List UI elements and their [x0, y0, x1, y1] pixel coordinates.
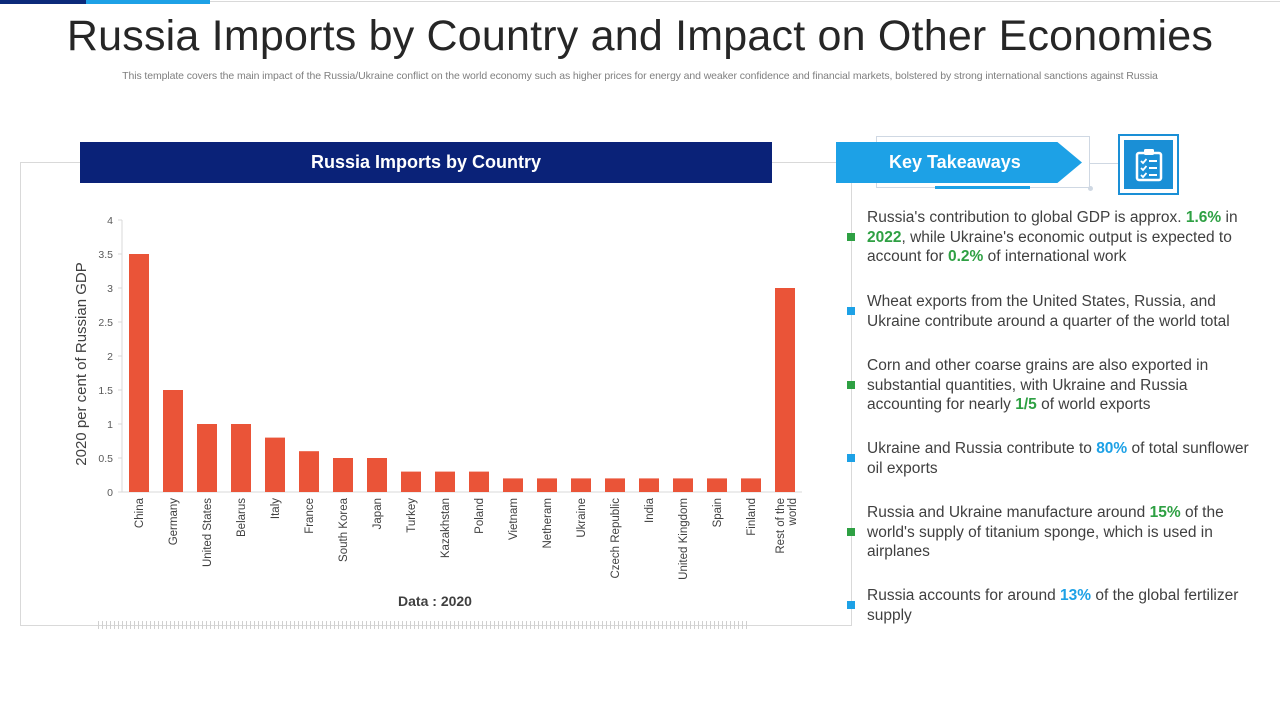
- takeaway-text-part: , while Ukraine's economic output is exp…: [867, 228, 1232, 266]
- bar-rest-of-the-world: [775, 288, 795, 492]
- bar-netheram: [537, 478, 557, 492]
- x-tick-label: Vietnam: [508, 498, 520, 540]
- bar-poland: [469, 471, 489, 492]
- page-title: Russia Imports by Country and Impact on …: [66, 12, 1214, 60]
- takeaway-text: Ukraine and Russia contribute to 80% of …: [867, 439, 1262, 478]
- x-tick-label: United Kingdom: [678, 498, 690, 580]
- takeaway-text: Russia and Ukraine manufacture around 15…: [867, 503, 1262, 562]
- y-tick-label: 2.5: [98, 317, 113, 329]
- takeaway-text-part: Russia accounts for around: [867, 587, 1060, 604]
- takeaway-text: Russia's contribution to global GDP is a…: [867, 208, 1262, 267]
- takeaway-text-part: Wheat exports from the United States, Ru…: [867, 293, 1230, 330]
- y-tick-label: 0.5: [98, 453, 113, 465]
- bar-czech-republic: [605, 478, 625, 492]
- highlight-value: 80%: [1096, 440, 1128, 457]
- takeaway-text-part: of the world's supply of titanium sponge…: [867, 504, 1224, 560]
- takeaway-text-part: Russia and Ukraine manufacture around: [867, 504, 1150, 521]
- bar-south-korea: [333, 458, 353, 492]
- page-subtitle: This template covers the main impact of …: [122, 70, 1158, 82]
- bar-vietnam: [503, 478, 523, 492]
- bar-india: [639, 478, 659, 492]
- bar-belarus: [231, 424, 251, 492]
- x-tick-label: India: [644, 497, 656, 523]
- x-tick-label: China: [134, 497, 146, 528]
- x-tick-label: France: [304, 498, 316, 534]
- takeaway-text: Wheat exports from the United States, Ru…: [867, 292, 1262, 331]
- takeaway-bullet: [847, 528, 855, 536]
- bar-ukraine: [571, 478, 591, 492]
- x-tick-label: Japan: [372, 498, 384, 529]
- chart-header: Russia Imports by Country: [80, 142, 772, 183]
- highlight-value: 13%: [1060, 587, 1092, 604]
- y-tick-label: 1.5: [98, 385, 113, 397]
- x-tick-label: Poland: [474, 498, 486, 534]
- bar-turkey: [401, 471, 421, 492]
- x-tick-label: Kazakhstan: [440, 498, 452, 558]
- takeaway-bullet: [847, 381, 855, 389]
- takeaway-text-part: Ukraine and Russia contribute to: [867, 440, 1097, 457]
- bar-france: [299, 451, 319, 492]
- x-tick-label: Netheram: [542, 498, 554, 549]
- highlight-value: 1.6%: [1185, 209, 1222, 226]
- takeaway-text-part: in: [1221, 209, 1238, 226]
- chart-footer-note: Data : 2020: [398, 593, 472, 609]
- y-axis-title: 2020 per cent of Russian GDP: [73, 262, 90, 465]
- takeaway-bullet: [847, 454, 855, 462]
- x-tick-label: Belarus: [236, 498, 248, 537]
- x-tick-label: Ukraine: [576, 498, 588, 538]
- bar-italy: [265, 437, 285, 492]
- takeaway-bullet: [847, 307, 855, 315]
- x-tick-label: Germany: [168, 498, 180, 546]
- key-takeaways-connector-dot: [1088, 186, 1093, 191]
- takeaway-bullet: [847, 233, 855, 241]
- key-takeaways-connector: [1090, 163, 1120, 164]
- x-tick-label: Turkey: [406, 498, 418, 533]
- bar-united-states: [197, 424, 217, 492]
- chart-frame-hatch: [98, 621, 750, 629]
- bar-japan: [367, 458, 387, 492]
- x-tick-label: Spain: [712, 498, 724, 527]
- top-accent-bar-dark: [0, 0, 86, 4]
- y-tick-label: 1: [107, 419, 113, 431]
- bars: [129, 254, 795, 492]
- x-tick-label: Rest of theworld: [775, 498, 799, 554]
- takeaway-text-part: of world exports: [1036, 396, 1151, 413]
- x-tick-label: Finland: [746, 498, 758, 536]
- x-tick-label: United States: [202, 498, 214, 567]
- bar-china: [129, 254, 149, 492]
- y-tick-label: 3.5: [98, 249, 113, 261]
- bar-spain: [707, 478, 727, 492]
- bar-united-kingdom: [673, 478, 693, 492]
- takeaway-text: Corn and other coarse grains are also ex…: [867, 356, 1262, 415]
- y-tick-label: 2: [107, 351, 113, 363]
- takeaway-text-part: Russia's contribution to global GDP is a…: [867, 209, 1186, 226]
- bar-kazakhstan: [435, 471, 455, 492]
- takeaway-bullet: [847, 601, 855, 609]
- bar-finland: [741, 478, 761, 492]
- highlight-value: 1/5: [1015, 396, 1037, 413]
- clipboard-icon-box: [1118, 134, 1179, 195]
- x-tick-label: Italy: [270, 498, 282, 519]
- y-tick-label: 3: [107, 283, 113, 295]
- y-tick-label: 0: [107, 487, 113, 499]
- key-takeaways-underline: [935, 186, 1030, 189]
- highlight-value: 0.2%: [948, 248, 984, 265]
- x-tick-label: South Korea: [338, 497, 350, 562]
- top-rule: [210, 1, 1280, 2]
- takeaway-text-part: Corn and other coarse grains are also ex…: [867, 357, 1209, 413]
- x-tick-label: Czech Republic: [610, 498, 622, 579]
- y-tick-label: 4: [107, 215, 113, 227]
- takeaway-text: Russia accounts for around 13% of the gl…: [867, 586, 1262, 625]
- bar-chart: 0 0.5 1 1.5 2 2.5 3 3.5 4 China Germany United Sta…: [73, 215, 802, 609]
- highlight-value: 15%: [1149, 504, 1181, 521]
- takeaway-text-part: of total sunflower oil exports: [867, 440, 1249, 477]
- clipboard-checklist-icon: [1135, 148, 1162, 181]
- bar-germany: [163, 390, 183, 492]
- highlight-value: 2022: [867, 228, 902, 246]
- top-accent-bar-light: [86, 0, 210, 4]
- takeaway-text-part: of international work: [983, 248, 1127, 265]
- takeaway-text-part: of the global fertilizer supply: [867, 587, 1239, 624]
- key-takeaways-header: Key Takeaways: [836, 142, 1082, 183]
- x-axis-labels: China Germany United States Belarus Italy Fra…: [134, 497, 799, 579]
